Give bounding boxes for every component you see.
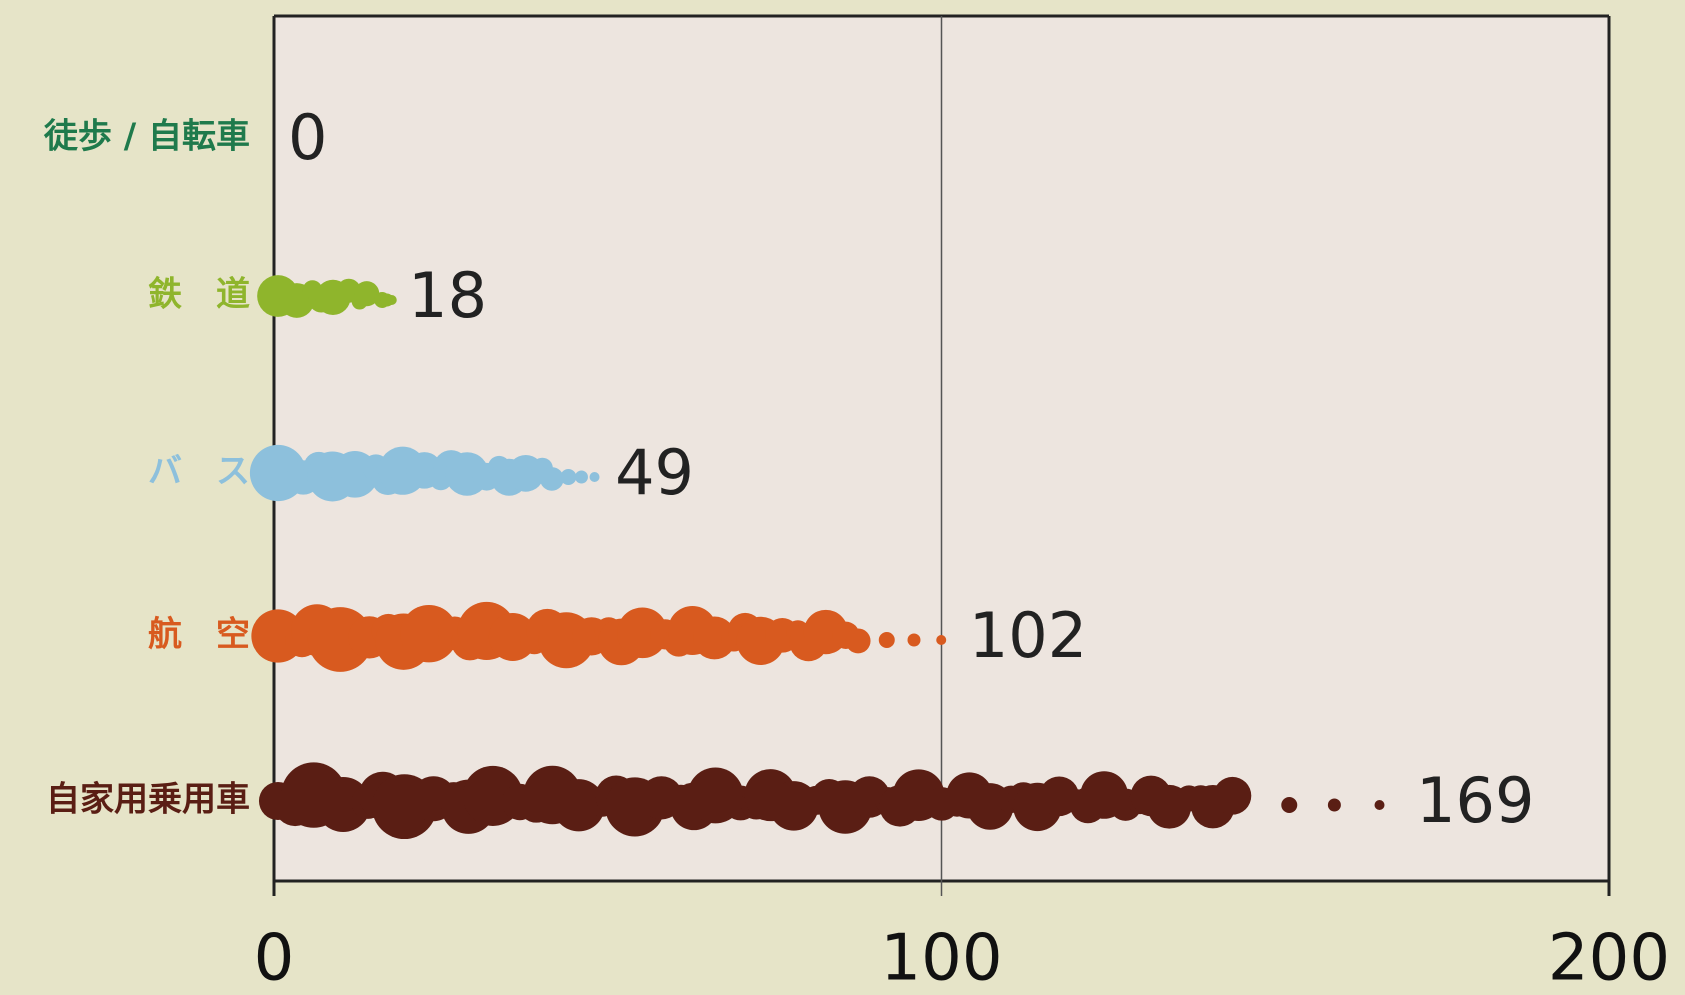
category-label: 鉄 道 <box>148 275 250 315</box>
value-label: 18 <box>408 259 487 332</box>
page: {"chart_data": {"type": "bar", "orientat… <box>0 0 1685 995</box>
x-tick-label: 100 <box>880 922 1002 995</box>
value-label: 102 <box>969 599 1087 672</box>
chart: 0 100 200 徒歩 / 自転車 0 鉄 道 18 バ ス 49 航 空 102 自家用乗用車 16… <box>0 0 1685 995</box>
category-label: バ ス <box>148 452 250 492</box>
value-label: 49 <box>615 436 694 509</box>
x-tick-label: 200 <box>1548 922 1670 995</box>
category-label: 徒歩 / 自転車 <box>43 117 250 157</box>
value-label: 0 <box>288 101 327 174</box>
value-label: 169 <box>1416 764 1534 837</box>
category-label: 自家用乗用車 <box>46 780 250 820</box>
x-tick-label: 0 <box>254 922 295 995</box>
category-label: 航 空 <box>148 615 250 655</box>
